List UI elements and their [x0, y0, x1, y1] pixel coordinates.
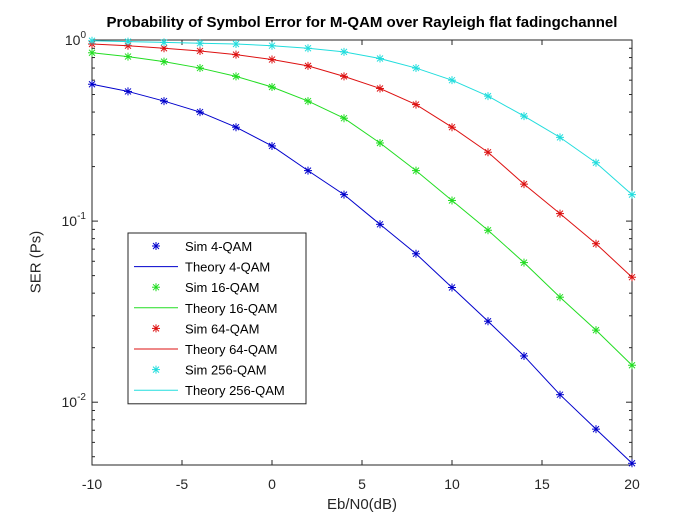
legend-marker-swatch: [152, 242, 160, 250]
legend-label: Theory 4-QAM: [185, 260, 270, 275]
legend-label: Sim 4-QAM: [185, 239, 252, 254]
legend-label: Sim 256-QAM: [185, 363, 267, 378]
series-line-theory-256-qam: [91, 40, 633, 196]
x-tick-label: 0: [268, 476, 276, 492]
legend-label: Sim 16-QAM: [185, 280, 259, 295]
series-line-theory-64-qam: [91, 43, 633, 278]
legend-label: Theory 16-QAM: [185, 301, 277, 316]
y-tick-label: 10-1: [62, 211, 87, 229]
legend-label: Theory 64-QAM: [185, 342, 277, 357]
legend-label: Theory 256-QAM: [185, 383, 285, 398]
series-line-theory-4-qam: [91, 83, 633, 464]
x-tick-label: -5: [176, 476, 189, 492]
legend-box: [127, 232, 307, 405]
y-tick-label: 100: [65, 30, 87, 48]
series-line-theory-16-qam: [91, 52, 633, 366]
x-tick-label: 20: [624, 476, 640, 492]
legend-marker-swatch: [152, 365, 160, 374]
chart-title: Probability of Symbol Error for M-QAM ov…: [106, 14, 618, 31]
x-tick-label: 5: [358, 476, 366, 492]
legend-marker-swatch: [152, 324, 160, 333]
x-tick-label: 15: [534, 476, 550, 492]
x-tick-label: 10: [444, 476, 460, 492]
legend-label: Sim 64-QAM: [185, 321, 259, 336]
y-tick-label: 10-2: [62, 392, 87, 410]
legend-marker-swatch: [152, 283, 160, 292]
x-axis-label: Eb/N0(dB): [326, 496, 398, 513]
x-tick-label: -10: [82, 476, 102, 492]
